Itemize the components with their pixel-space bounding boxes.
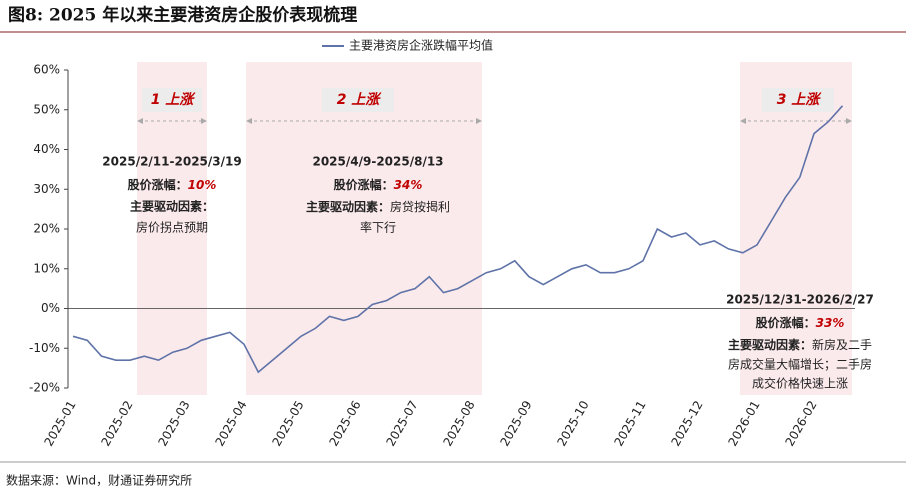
y-tick-label: -20% <box>29 381 60 395</box>
rise-region <box>740 62 852 395</box>
y-tick-label: 0% <box>41 301 60 315</box>
x-tick-label: 2025-12 <box>668 398 705 448</box>
y-tick-label: 10% <box>33 261 60 275</box>
drivers-label: 主要驱动因素： <box>306 199 390 214</box>
x-tick-label: 2025-06 <box>326 398 363 448</box>
chart-title: 图8: 2025 年以来主要港资房企股价表现梳理 <box>8 5 357 26</box>
x-tick-label: 2025-03 <box>155 398 192 448</box>
drivers-text: 新房及二手 <box>812 337 872 352</box>
drivers: 主要驱动因素： <box>130 199 214 214</box>
drivers-text: 房贷按揭利 <box>390 199 450 214</box>
tag: 1 上涨 <box>151 92 197 108</box>
drivers: 率下行 <box>360 220 396 235</box>
y-tick-label: 50% <box>33 102 60 116</box>
gain-value: 10% <box>188 178 217 192</box>
gain-label: 股价涨幅： <box>128 177 188 192</box>
drivers: 房价拐点预期 <box>136 220 208 235</box>
x-tick-label: 2025-10 <box>554 398 591 448</box>
gain-label: 股价涨幅： <box>334 177 394 192</box>
x-tick-label: 2025-08 <box>440 398 477 448</box>
tag-box <box>762 88 834 112</box>
tag-box <box>322 88 394 112</box>
tag: 3 上涨 <box>777 92 823 108</box>
x-tick-label: 2025-05 <box>269 398 306 448</box>
source: 数据来源：Wind，财通证券研究所 <box>6 473 192 488</box>
drivers-label: 主要驱动因素： <box>728 337 812 352</box>
drivers: 房成交量大幅增长；二手房 <box>728 357 872 372</box>
y-tick-label: -10% <box>29 341 60 355</box>
gain: 股价涨幅：34% <box>334 177 423 192</box>
x-tick-label: 2025-07 <box>383 398 420 448</box>
x-tick-label: 2025-09 <box>497 398 534 448</box>
x-tick-label: 2025-01 <box>41 398 78 448</box>
drivers: 主要驱动因素：新房及二手 <box>728 337 872 352</box>
legend-label: 主要港资房企涨跌幅平均值 <box>349 38 493 53</box>
y-tick-label: 20% <box>33 222 60 236</box>
drivers: 成交价格快速上涨 <box>752 376 848 391</box>
period: 2025/12/31-2026/2/27 <box>726 293 874 307</box>
arrow-heads <box>137 118 852 124</box>
tag: 2 上涨 <box>337 92 383 108</box>
gain-value: 33% <box>816 316 845 330</box>
period: 2025/4/9-2025/8/13 <box>312 155 443 169</box>
x-tick-label: 2025-02 <box>98 398 135 448</box>
y-tick-label: 40% <box>33 142 60 156</box>
gain-label: 股价涨幅： <box>756 315 816 330</box>
y-tick-label: 60% <box>33 63 60 77</box>
x-tick-label: 2026-01 <box>725 398 762 448</box>
x-tick-label: 2025-04 <box>212 398 249 448</box>
gain: 股价涨幅：10% <box>128 177 217 192</box>
period: 2025/2/11-2025/3/19 <box>102 155 241 169</box>
x-tick-label: 2025-11 <box>611 398 648 448</box>
drivers: 主要驱动因素：房贷按揭利 <box>306 199 450 214</box>
rise-region <box>137 62 207 395</box>
rise-region <box>246 62 482 395</box>
gain-value: 34% <box>394 178 423 192</box>
series-line <box>72 105 844 374</box>
gain: 股价涨幅：33% <box>756 315 845 330</box>
y-tick-label: 30% <box>33 182 60 196</box>
tag-box <box>142 88 202 112</box>
x-tick-label: 2026-02 <box>782 398 819 448</box>
